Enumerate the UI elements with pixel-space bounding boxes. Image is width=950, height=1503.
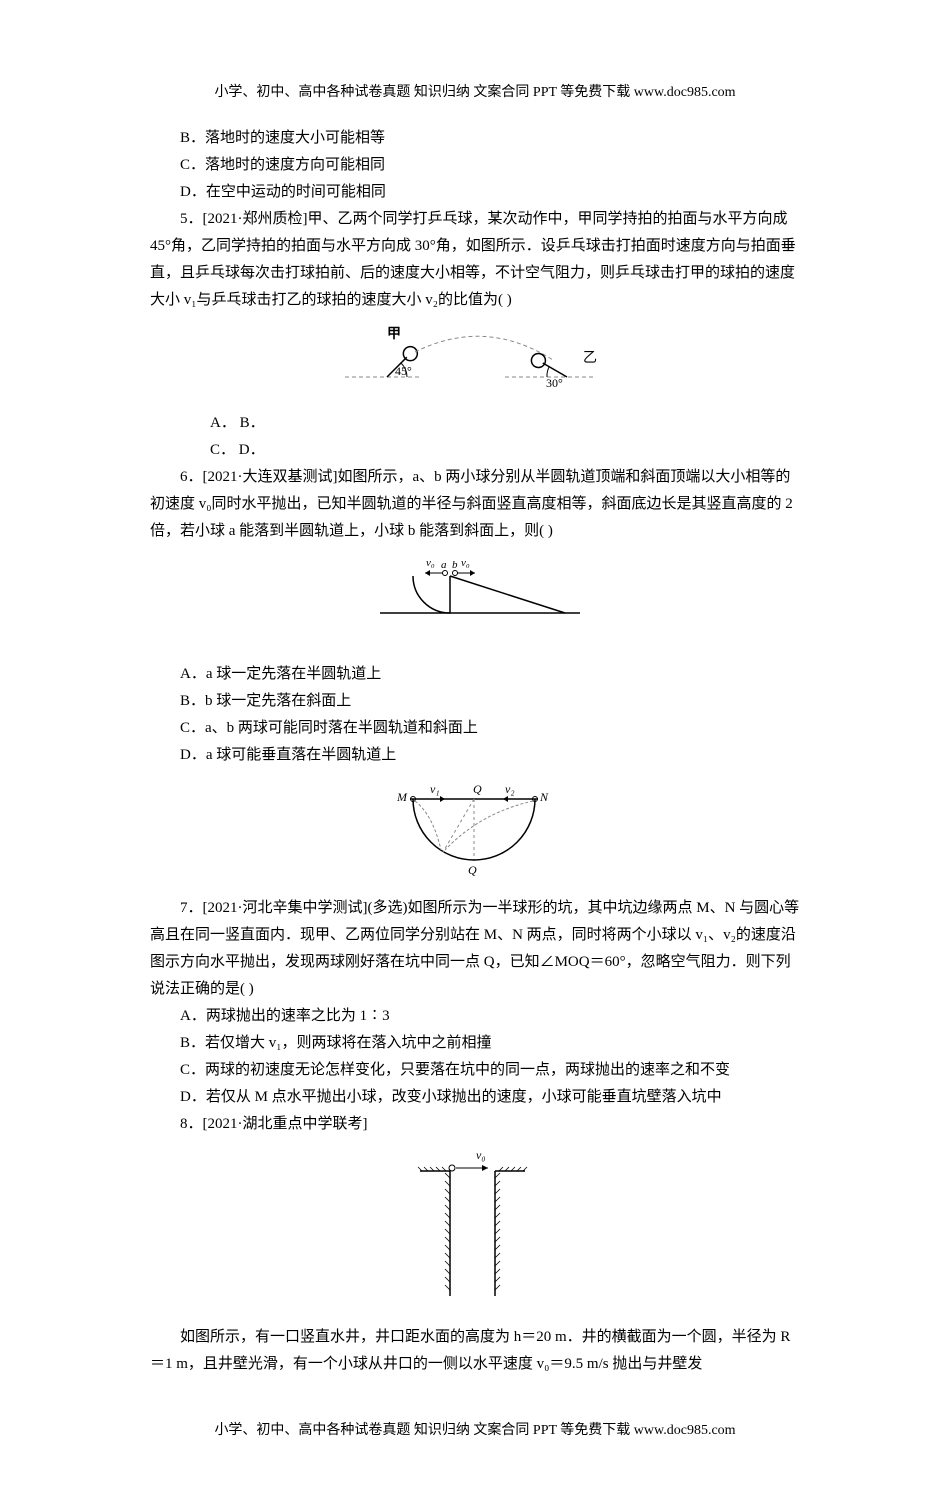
q5-left-label-text: 甲 bbox=[387, 326, 401, 342]
footer-text: 小学、初中、高中各种试卷真题 知识归纳 文案合同 PPT 等免费下载 www.d… bbox=[214, 1423, 735, 1438]
q8-body-text: 如图所示，有一口竖直水井，井口距水面的高度为 h＝20 m．井的横截面为一个圆，… bbox=[150, 1329, 790, 1372]
question-6: 6．[2021·大连双基测试]如图所示，a、b 两小球分别从半圆轨道顶端和斜面顶… bbox=[150, 464, 800, 545]
q7-Q-bot: Q bbox=[468, 863, 477, 877]
q6-c-text: C．a、b 两球可能同时落在半圆轨道和斜面上 bbox=[180, 720, 478, 736]
q6-b-text: B．b 球一定先落在斜面上 bbox=[180, 693, 351, 709]
q6-arrow-right-head bbox=[470, 570, 475, 576]
option-c-text: C．落地时的速度方向可能相同 bbox=[180, 157, 385, 173]
q6-figure: v₀ a b v₀ bbox=[150, 553, 800, 653]
q7-oq-dash bbox=[443, 799, 474, 852]
q6-b-label: b bbox=[452, 559, 458, 571]
q7-option-d: D．若仅从 M 点水平抛出小球，改变小球抛出的速度，小球可能垂直坑壁落入坑中 bbox=[150, 1084, 800, 1111]
q7-option-c: C．两球的初速度无论怎样变化，只要落在坑中的同一点，两球抛出的速率之和不变 bbox=[150, 1057, 800, 1084]
q7-option-a: A．两球抛出的速率之比为 1∶3 bbox=[150, 1003, 800, 1030]
q7-N: N bbox=[539, 790, 549, 804]
q6-a-text: A．a 球一定先落在半圆轨道上 bbox=[180, 666, 381, 682]
q7-v1: v₁ bbox=[430, 782, 440, 796]
q7-arrow1-head bbox=[440, 796, 445, 802]
question-8-title: 8．[2021·湖北重点中学联考] bbox=[150, 1111, 800, 1138]
question-5: 5．[2021·郑州质检]甲、乙两个同学打乒乓球，某次动作中，甲同学持拍的拍面与… bbox=[150, 206, 800, 314]
q6-ball-b bbox=[453, 571, 458, 576]
q7-a-text: A．两球抛出的速率之比为 1∶3 bbox=[180, 1008, 390, 1024]
option-d-text: D．在空中运动的时间可能相同 bbox=[180, 184, 386, 200]
q6-a-label: a bbox=[441, 559, 447, 571]
q8-figure: v₀ bbox=[150, 1146, 800, 1316]
option-c: C．落地时的速度方向可能相同 bbox=[150, 152, 800, 179]
q6-d-text: D．a 球可能垂直落在半圆轨道上 bbox=[180, 747, 396, 763]
q7-d-text: D．若仅从 M 点水平抛出小球，改变小球抛出的速度，小球可能垂直坑壁落入坑中 bbox=[180, 1089, 722, 1105]
q6-text: 6．[2021·大连双基测试]如图所示，a、b 两小球分别从半圆轨道顶端和斜面顶… bbox=[150, 469, 793, 539]
q5-options-cd: C． D． bbox=[150, 437, 800, 464]
q7-text: 7．[2021·河北辛集中学测试](多选)如图所示为一半球形的坑，其中坑边缘两点… bbox=[150, 900, 799, 997]
q6-option-c: C．a、b 两球可能同时落在半圆轨道和斜面上 bbox=[150, 715, 800, 742]
q8-v0-label: v₀ bbox=[476, 1148, 486, 1162]
q5-figure: 甲 45° 乙 30° bbox=[150, 322, 800, 402]
q8-arrow-head bbox=[482, 1165, 488, 1171]
q7-c-text: C．两球的初速度无论怎样变化，只要落在坑中的同一点，两球抛出的速率之和不变 bbox=[180, 1062, 730, 1078]
q5-right-label-text: 乙 bbox=[583, 350, 597, 366]
q6-option-a: A．a 球一定先落在半圆轨道上 bbox=[150, 661, 800, 688]
q5-right-angle-text: 30° bbox=[546, 376, 563, 390]
q7-M: M bbox=[396, 790, 408, 804]
q6-v0-right: v₀ bbox=[461, 557, 470, 569]
q8-ball bbox=[449, 1165, 455, 1171]
q6-ball-a bbox=[443, 571, 448, 576]
q7-figure: M v₁ Q v₂ N Q bbox=[150, 777, 800, 887]
q6-arrow-left-head bbox=[425, 570, 430, 576]
question-8-text: 如图所示，有一口竖直水井，井口距水面的高度为 h＝20 m．井的横截面为一个圆，… bbox=[150, 1324, 800, 1378]
q7-option-b: B．若仅增大 v₁，则两球将在落入坑中之前相撞 bbox=[150, 1030, 800, 1057]
q5-options-ab: A． B． bbox=[150, 410, 800, 437]
q6-semicircle bbox=[413, 576, 450, 613]
option-d: D．在空中运动的时间可能相同 bbox=[150, 179, 800, 206]
q7-arrow2-head bbox=[503, 796, 508, 802]
q6-v0-left: v₀ bbox=[426, 557, 435, 569]
q5-text: 5．[2021·郑州质检]甲、乙两个同学打乒乓球，某次动作中，甲同学持拍的拍面与… bbox=[150, 211, 796, 308]
option-b-text: B．落地时的速度大小可能相等 bbox=[180, 130, 385, 146]
page-header: 小学、初中、高中各种试卷真题 知识归纳 文案合同 PPT 等免费下载 www.d… bbox=[150, 80, 800, 105]
q7-Q-top: Q bbox=[473, 782, 482, 796]
q6-incline bbox=[450, 576, 565, 613]
q5-ab-text: A． B． bbox=[180, 410, 265, 437]
header-text: 小学、初中、高中各种试卷真题 知识归纳 文案合同 PPT 等免费下载 www.d… bbox=[214, 85, 735, 100]
q6-option-d: D．a 球可能垂直落在半圆轨道上 bbox=[150, 742, 800, 769]
q8-title-text: 8．[2021·湖北重点中学联考] bbox=[180, 1116, 368, 1132]
question-7: 7．[2021·河北辛集中学测试](多选)如图所示为一半球形的坑，其中坑边缘两点… bbox=[150, 895, 800, 1003]
q7-v2: v₂ bbox=[505, 782, 515, 796]
option-b: B．落地时的速度大小可能相等 bbox=[150, 125, 800, 152]
q6-option-b: B．b 球一定先落在斜面上 bbox=[150, 688, 800, 715]
page-footer: 小学、初中、高中各种试卷真题 知识归纳 文案合同 PPT 等免费下载 www.d… bbox=[150, 1418, 800, 1443]
q7-b-text: B．若仅增大 v₁，则两球将在落入坑中之前相撞 bbox=[180, 1035, 492, 1051]
q5-cd-text: C． D． bbox=[180, 437, 265, 464]
